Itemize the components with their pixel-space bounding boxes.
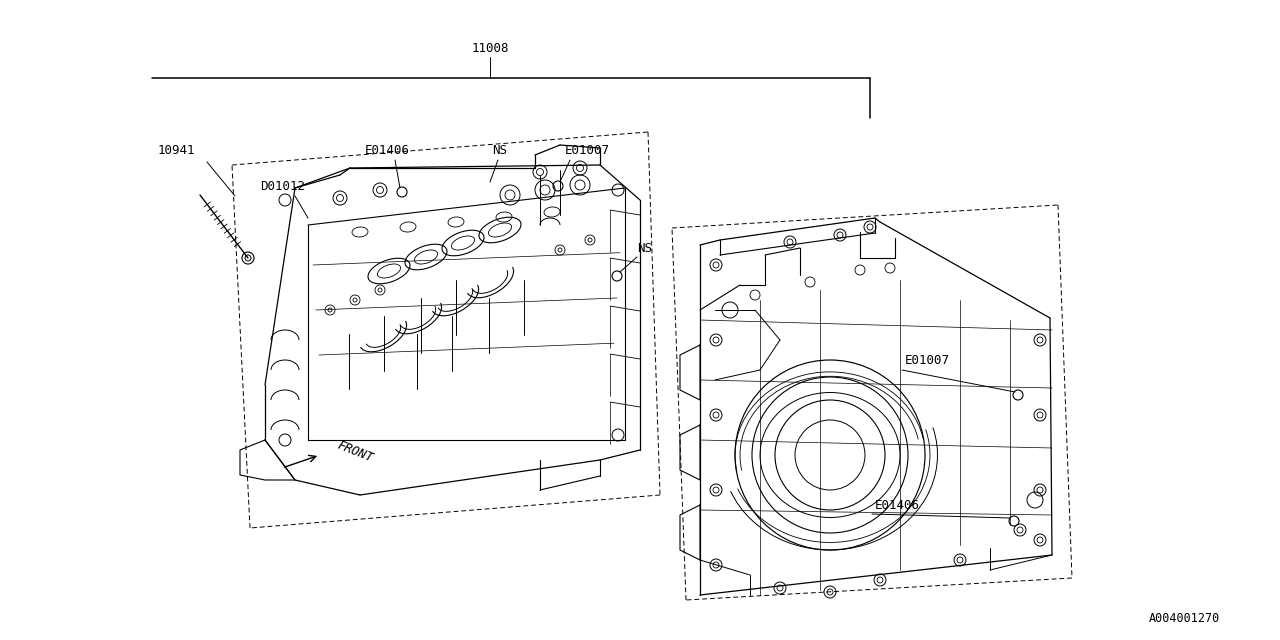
Text: 11008: 11008 — [471, 42, 508, 54]
Text: D01012: D01012 — [260, 179, 305, 193]
Text: E01007: E01007 — [905, 353, 950, 367]
Text: 10941: 10941 — [157, 143, 196, 157]
Text: E01406: E01406 — [365, 143, 410, 157]
Text: NS: NS — [637, 241, 652, 255]
Text: E01007: E01007 — [564, 143, 611, 157]
Text: A004001270: A004001270 — [1148, 611, 1220, 625]
Text: E01406: E01406 — [876, 499, 920, 511]
Text: FRONT: FRONT — [335, 439, 375, 465]
Text: NS: NS — [493, 143, 507, 157]
